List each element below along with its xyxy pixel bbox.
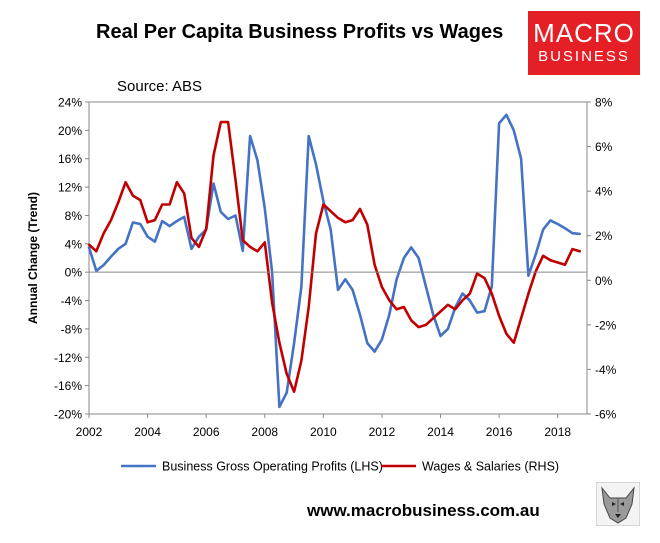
y-left-tick-label: 0% bbox=[65, 266, 83, 280]
x-tick-label: 2018 bbox=[544, 425, 571, 439]
x-tick-label: 2008 bbox=[251, 425, 278, 439]
y-left-tick-label: 8% bbox=[65, 209, 83, 223]
logo-line-2: BUSINESS bbox=[538, 48, 630, 65]
y-left-tick-label: 12% bbox=[58, 181, 82, 195]
y-left-tick-label: 16% bbox=[58, 152, 82, 166]
x-tick-label: 2012 bbox=[369, 425, 396, 439]
y-left-tick-label: -12% bbox=[54, 351, 82, 365]
y-left-tick-label: 24% bbox=[58, 96, 82, 110]
series-line-profits bbox=[87, 113, 582, 409]
y-right-tick-label: -2% bbox=[595, 318, 617, 332]
source-label: Source: ABS bbox=[117, 78, 202, 95]
x-tick-label: 2002 bbox=[76, 425, 103, 439]
x-tick-label: 2010 bbox=[310, 425, 337, 439]
logo-line-1: MACRO bbox=[533, 18, 635, 48]
y-right-tick-label: 6% bbox=[595, 140, 613, 154]
y-right-tick-label: -6% bbox=[595, 408, 617, 422]
x-tick-label: 2004 bbox=[134, 425, 161, 439]
plot-frame bbox=[88, 101, 588, 415]
legend-label-profits: Business Gross Operating Profits (LHS) bbox=[162, 460, 383, 474]
y-left-tick-label: -16% bbox=[54, 379, 82, 393]
wolf-logo-icon bbox=[596, 482, 640, 526]
x-tick-label: 2006 bbox=[193, 425, 220, 439]
y-right-tick-label: -4% bbox=[595, 363, 617, 377]
y-left-tick-label: 4% bbox=[65, 237, 83, 251]
website-url: www.macrobusiness.com.au bbox=[306, 501, 540, 520]
y-left-tick-label: 20% bbox=[58, 124, 82, 138]
legend-label-wages: Wages & Salaries (RHS) bbox=[422, 460, 559, 474]
y-right-tick-label: 2% bbox=[595, 229, 613, 243]
y-axis-label: Annual Change (Trend) bbox=[26, 192, 40, 324]
y-left-tick-label: -8% bbox=[61, 322, 83, 336]
x-tick-label: 2014 bbox=[427, 425, 454, 439]
y-left-tick-label: -20% bbox=[54, 408, 82, 422]
macro-business-logo: MACRO BUSINESS bbox=[528, 11, 640, 75]
chart-title: Real Per Capita Business Profits vs Wage… bbox=[96, 21, 503, 43]
x-tick-label: 2016 bbox=[486, 425, 513, 439]
y-right-tick-label: 4% bbox=[595, 185, 613, 199]
plot-area bbox=[88, 101, 588, 415]
legend: Business Gross Operating Profits (LHS) Wa… bbox=[121, 460, 559, 474]
y-right-tick-label: 8% bbox=[595, 96, 613, 110]
y-right-tick-label: 0% bbox=[595, 274, 613, 288]
y-left-tick-label: -4% bbox=[61, 294, 83, 308]
series-line-wages bbox=[87, 120, 582, 394]
